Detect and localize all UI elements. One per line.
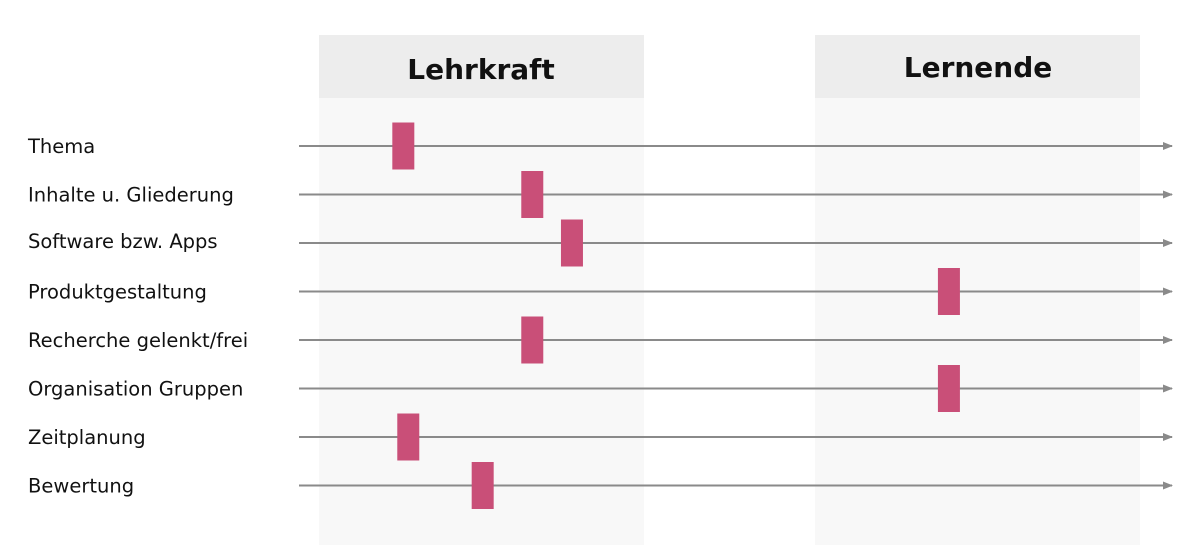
- row-label: Zeitplanung: [28, 426, 146, 449]
- column-lehrkraft: Lehrkraft: [319, 35, 644, 545]
- row-marker[interactable]: [521, 316, 544, 364]
- row-marker[interactable]: [397, 413, 420, 461]
- column-lernende-title: Lernende: [904, 51, 1053, 84]
- row-label: Produktgestaltung: [28, 281, 207, 304]
- row-marker[interactable]: [471, 462, 494, 509]
- column-lernende: Lernende: [815, 35, 1140, 545]
- column-lehrkraft-panel: [319, 35, 644, 545]
- row-label: Inhalte u. Gliederung: [28, 184, 234, 207]
- row-label: Software bzw. Apps: [28, 230, 218, 253]
- row-marker[interactable]: [560, 219, 583, 267]
- rows: Thema Inhalte u. Gliederung Software bzw. …: [27, 122, 1173, 509]
- row-label: Organisation Gruppen: [28, 378, 243, 401]
- column-lernende-header: [815, 35, 1140, 98]
- row-label: Thema: [27, 135, 95, 158]
- column-lehrkraft-title: Lehrkraft: [407, 53, 554, 86]
- row-marker[interactable]: [937, 268, 960, 315]
- row-label: Bewertung: [28, 475, 134, 498]
- row-marker[interactable]: [521, 171, 544, 218]
- column-lernende-panel: [815, 35, 1140, 545]
- row-label: Recherche gelenkt/frei: [28, 329, 248, 352]
- column-lehrkraft-header: [319, 35, 644, 98]
- row-marker[interactable]: [937, 365, 960, 412]
- row-marker[interactable]: [392, 122, 415, 170]
